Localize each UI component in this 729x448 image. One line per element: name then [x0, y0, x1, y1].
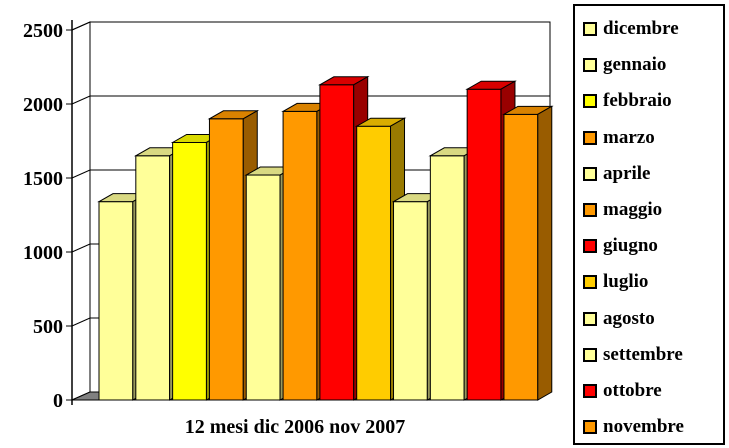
y-tick-label: 1500: [23, 168, 63, 190]
legend-swatch: [583, 203, 597, 217]
y-tick-label: 500: [33, 316, 63, 338]
legend-label: maggio: [603, 199, 663, 220]
gridline-side: [71, 169, 91, 179]
bar-front: [503, 113, 539, 401]
legend-swatch: [583, 347, 597, 362]
legend-swatch: [583, 239, 597, 254]
legend-swatch: [583, 58, 597, 73]
gridline-side: [71, 243, 91, 253]
legend-swatch: [583, 130, 597, 145]
bar-front: [319, 84, 355, 401]
bar-front: [466, 88, 502, 401]
legend-label: settembre: [603, 343, 683, 365]
bar-side: [537, 105, 553, 401]
legend-item: febbraio: [583, 86, 672, 116]
gridline-side: [71, 317, 91, 327]
legend-label: ottobre: [603, 380, 662, 401]
legend-item: luglio: [583, 267, 648, 297]
legend-label: dicembre: [603, 18, 679, 39]
legend-swatch: [583, 384, 597, 398]
y-tick-label: 1000: [23, 242, 63, 264]
legend-item: ottobre: [583, 376, 662, 406]
y-tick-label: 2500: [23, 20, 63, 42]
bar-front: [98, 201, 134, 401]
bar-front: [393, 201, 428, 401]
legend-label: marzo: [603, 126, 655, 148]
legend-label: giugno: [603, 235, 658, 257]
bar-front: [208, 118, 244, 401]
y-tick-label: 0: [53, 390, 63, 412]
bar-front: [245, 174, 281, 401]
legend: dicembre gennaio febbraio marzo aprile maggio…: [573, 4, 725, 445]
legend-swatch: [583, 275, 597, 290]
legend-swatch: [583, 311, 597, 326]
legend-label: febbraio: [603, 90, 672, 112]
bar-front: [282, 110, 318, 401]
legend-label: luglio: [603, 271, 649, 293]
legend-label: gennaio: [603, 54, 667, 76]
legend-item: giugno: [583, 231, 658, 261]
legend-label: aprile: [603, 162, 651, 184]
bar-front: [429, 155, 465, 401]
legend-swatch: [583, 420, 597, 435]
x-axis-label: 12 mesi dic 2006 nov 2007: [184, 416, 406, 438]
y-tick-label: 2000: [23, 94, 63, 116]
legend-swatch: [583, 94, 597, 109]
bar-front: [356, 125, 392, 401]
legend-item: dicembre: [583, 14, 679, 44]
legend-item: maggio: [583, 195, 662, 225]
gridline-side: [71, 21, 91, 31]
legend-swatch: [583, 166, 597, 181]
legend-item: aprile: [583, 159, 651, 189]
legend-item: gennaio: [583, 50, 666, 80]
legend-item: marzo: [583, 123, 655, 153]
legend-swatch: [583, 22, 597, 36]
side-wall: [71, 21, 91, 401]
legend-item: agosto: [583, 304, 655, 334]
legend-label: agosto: [603, 307, 655, 329]
gridline-side: [71, 95, 91, 105]
legend-label: novembre: [603, 416, 684, 438]
legend-item: settembre: [583, 340, 683, 370]
bar-front: [135, 155, 171, 401]
bar-front: [172, 141, 207, 401]
legend-item: novembre: [583, 412, 684, 442]
